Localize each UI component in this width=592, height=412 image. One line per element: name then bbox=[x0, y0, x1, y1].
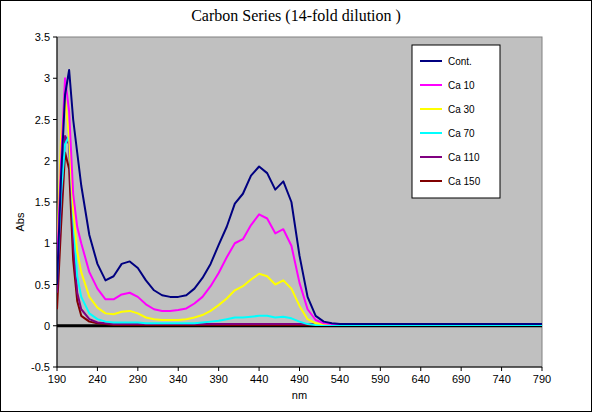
x-tick bbox=[420, 367, 421, 371]
x-tick bbox=[218, 367, 219, 371]
legend-swatch bbox=[420, 108, 442, 110]
y-tick-label: 3 bbox=[44, 72, 50, 84]
y-tick bbox=[53, 243, 57, 244]
y-tick-label: 3.5 bbox=[35, 31, 50, 43]
x-tick-label: 740 bbox=[492, 373, 510, 385]
legend-label: Ca 70 bbox=[448, 128, 475, 139]
y-tick-label: 0.5 bbox=[35, 279, 50, 291]
y-tick-label: -0.5 bbox=[31, 361, 50, 373]
x-tick-label: 240 bbox=[88, 373, 106, 385]
x-tick-label: 590 bbox=[371, 373, 389, 385]
x-tick bbox=[461, 367, 462, 371]
plot-area bbox=[57, 37, 542, 367]
series-line bbox=[57, 99, 542, 324]
y-tick bbox=[53, 325, 57, 326]
x-tick bbox=[501, 367, 502, 371]
y-tick-label: 1.5 bbox=[35, 196, 50, 208]
x-tick-label: 790 bbox=[533, 373, 551, 385]
legend-swatch bbox=[420, 156, 442, 158]
legend-label: Ca 10 bbox=[448, 80, 475, 91]
legend-label: Ca 110 bbox=[448, 152, 480, 163]
x-tick-label: 540 bbox=[331, 373, 349, 385]
y-tick-label: 2.5 bbox=[35, 114, 50, 126]
x-tick-label: 290 bbox=[129, 373, 147, 385]
legend-label: Ca 150 bbox=[448, 176, 481, 187]
x-tick bbox=[178, 367, 179, 371]
x-tick bbox=[57, 367, 58, 371]
legend-swatch bbox=[420, 60, 442, 62]
y-tick bbox=[53, 202, 57, 203]
series-line bbox=[57, 153, 542, 325]
chart-frame bbox=[1, 1, 592, 412]
y-tick bbox=[53, 367, 57, 368]
x-tick-label: 490 bbox=[290, 373, 308, 385]
x-tick-label: 440 bbox=[250, 373, 268, 385]
y-tick-label: 1 bbox=[44, 237, 50, 249]
y-tick bbox=[53, 284, 57, 285]
legend-swatch bbox=[420, 84, 442, 86]
x-tick-label: 690 bbox=[452, 373, 470, 385]
y-tick-label: 2 bbox=[44, 155, 50, 167]
legend-label: Cont. bbox=[448, 56, 472, 67]
x-tick bbox=[339, 367, 340, 371]
legend-swatch bbox=[420, 180, 442, 182]
x-axis-label: nm bbox=[292, 389, 307, 401]
y-tick-label: 0 bbox=[44, 320, 50, 332]
x-tick-label: 390 bbox=[209, 373, 227, 385]
y-tick bbox=[53, 119, 57, 120]
legend-box bbox=[412, 45, 500, 198]
x-tick bbox=[97, 367, 98, 371]
y-axis-label: Abs bbox=[14, 212, 26, 231]
y-tick bbox=[53, 160, 57, 161]
chart: Carbon Series (14-fold dilution ) Abs nm -0… bbox=[0, 0, 592, 412]
legend-label: Ca 30 bbox=[448, 104, 475, 115]
x-tick bbox=[137, 367, 138, 371]
x-tick bbox=[542, 367, 543, 371]
x-tick bbox=[380, 367, 381, 371]
legend-swatch bbox=[420, 132, 442, 134]
y-tick bbox=[53, 78, 57, 79]
legend: Cont. Ca 10 Ca 30 Ca 70 Ca 110 Ca 150 bbox=[412, 45, 500, 198]
y-tick bbox=[53, 37, 57, 38]
x-tick bbox=[299, 367, 300, 371]
x-tick-label: 340 bbox=[169, 373, 187, 385]
x-tick-label: 640 bbox=[412, 373, 430, 385]
x-tick-label: 190 bbox=[48, 373, 66, 385]
x-tick bbox=[259, 367, 260, 371]
title: Carbon Series (14-fold dilution ) bbox=[191, 7, 401, 25]
